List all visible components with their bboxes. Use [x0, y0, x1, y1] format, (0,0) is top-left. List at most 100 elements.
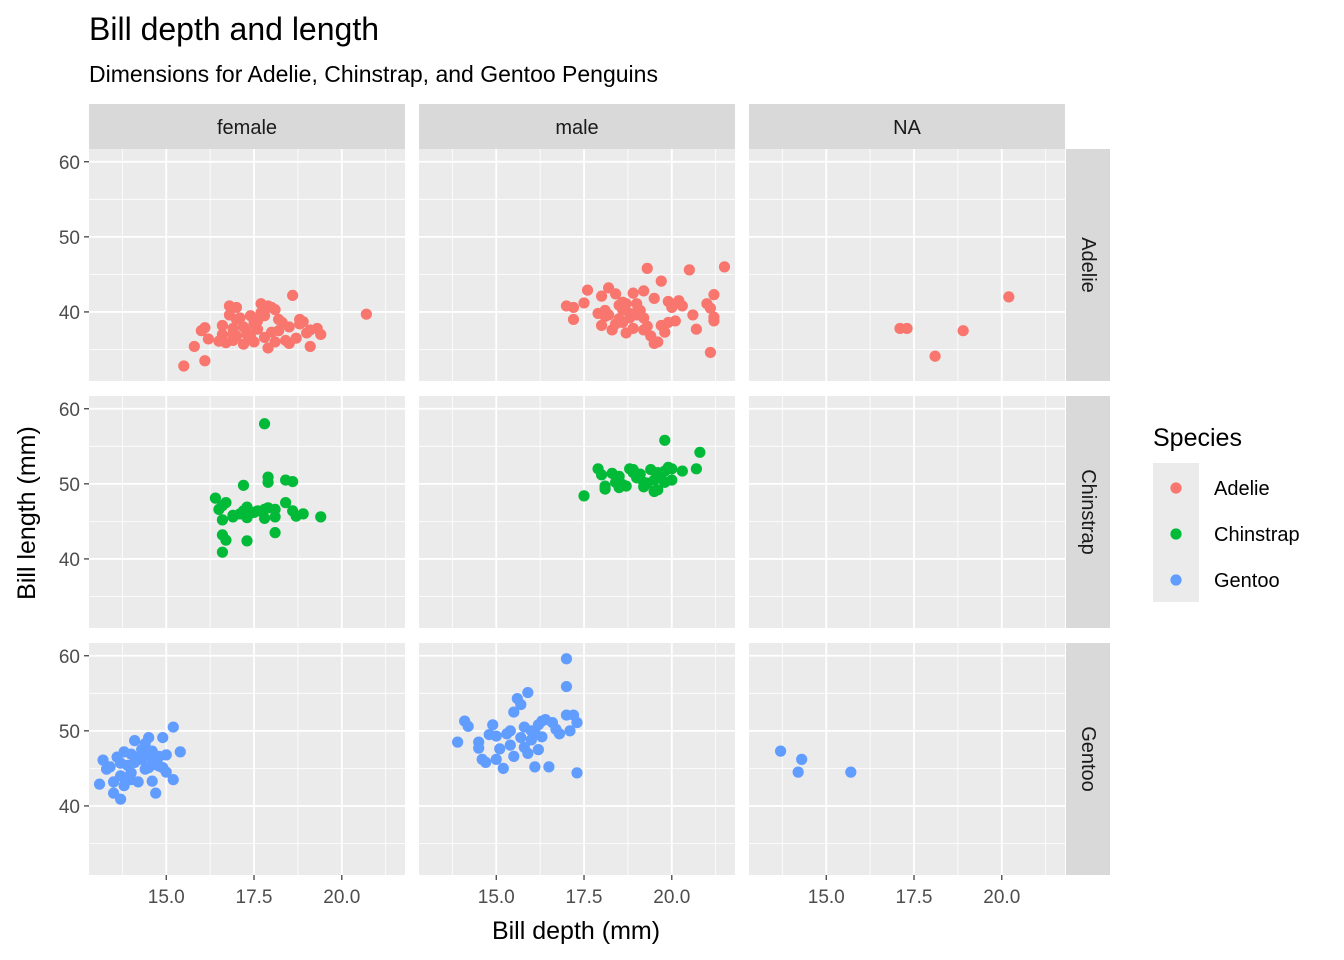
panel-background: [419, 643, 735, 875]
data-point-chinstrap: [666, 474, 678, 486]
data-point-gentoo: [560, 680, 573, 693]
data-point-chinstrap: [627, 463, 639, 476]
panel-na-chinstrap: [749, 396, 1065, 628]
data-point-chinstrap: [280, 497, 292, 509]
data-point-adelie: [304, 340, 316, 353]
data-point-adelie: [188, 340, 200, 353]
data-point-gentoo: [564, 725, 576, 737]
data-point-adelie: [567, 301, 580, 314]
data-point-chinstrap: [262, 476, 274, 488]
data-point-adelie: [901, 322, 913, 335]
data-point-chinstrap: [269, 527, 281, 539]
facet-strip-label: NA: [893, 117, 921, 139]
data-point-gentoo: [129, 735, 141, 747]
data-point-adelie: [202, 333, 214, 345]
legend-title: Species: [1153, 424, 1242, 452]
data-point-gentoo: [143, 732, 155, 744]
data-point-gentoo: [504, 725, 516, 737]
x-tick-label: 20.0: [323, 887, 360, 908]
data-point-adelie: [248, 317, 260, 329]
data-point-adelie: [690, 323, 702, 335]
data-point-adelie: [683, 264, 695, 276]
data-point-gentoo: [174, 746, 186, 758]
data-point-gentoo: [494, 743, 506, 755]
data-point-chinstrap: [659, 434, 671, 446]
legend-key-gentoo: [1170, 574, 1182, 586]
x-tick-label: 17.5: [566, 887, 603, 908]
data-point-adelie: [687, 309, 699, 321]
data-point-adelie: [244, 331, 257, 343]
data-point-gentoo: [167, 721, 179, 733]
data-point-chinstrap: [578, 490, 590, 502]
data-point-chinstrap: [666, 463, 678, 475]
data-point-gentoo: [522, 747, 534, 759]
data-point-gentoo: [167, 774, 179, 786]
data-point-adelie: [360, 308, 372, 320]
data-point-adelie: [708, 315, 720, 327]
data-point-chinstrap: [237, 479, 250, 491]
facet-panels: female male NA Adelie Chinstrap Gentoo 40 50 60 4…: [59, 104, 1110, 908]
x-tick-label: 17.5: [236, 887, 273, 908]
y-tick-label: 60: [59, 647, 80, 668]
data-point-gentoo: [553, 728, 566, 740]
data-point-adelie: [315, 328, 327, 341]
data-point-adelie: [255, 298, 267, 310]
chart-subtitle: Dimensions for Adelie, Chinstrap, and Ge…: [89, 61, 658, 87]
data-point-gentoo: [792, 766, 804, 778]
data-point-gentoo: [97, 754, 109, 766]
data-point-gentoo: [536, 731, 548, 743]
data-point-gentoo: [487, 719, 499, 731]
data-point-adelie: [567, 313, 580, 326]
data-point-adelie: [294, 318, 306, 330]
data-point-adelie: [258, 331, 271, 344]
data-point-adelie: [269, 304, 281, 316]
facet-strip-na: [749, 104, 1065, 149]
panel-background: [749, 396, 1065, 628]
data-point-chinstrap: [269, 511, 281, 523]
data-point-adelie: [613, 299, 625, 311]
data-point-adelie: [287, 289, 299, 302]
facet-strip-label: female: [217, 117, 277, 139]
panel-background: [419, 396, 735, 628]
data-point-gentoo: [845, 766, 857, 778]
x-tick-label: 15.0: [808, 887, 845, 908]
data-point-chinstrap: [638, 476, 650, 488]
data-point-adelie: [662, 295, 674, 308]
data-point-adelie: [718, 261, 731, 273]
data-point-gentoo: [504, 739, 516, 751]
data-point-adelie: [290, 332, 302, 344]
data-point-gentoo: [775, 745, 787, 757]
facet-strip-chinstrap: [1066, 396, 1110, 628]
x-tick-label: 15.0: [478, 887, 515, 908]
data-point-gentoo: [125, 748, 137, 760]
y-tick-label: 40: [59, 797, 80, 818]
x-tick-label: 20.0: [653, 887, 690, 908]
data-point-adelie: [273, 325, 285, 337]
data-point-adelie: [227, 328, 239, 341]
legend-label-gentoo: Gentoo: [1214, 570, 1280, 592]
data-point-adelie: [581, 284, 594, 296]
data-point-gentoo: [560, 653, 573, 665]
data-point-chinstrap: [216, 546, 229, 558]
data-point-gentoo: [115, 793, 127, 805]
x-tick-label: 20.0: [983, 887, 1020, 908]
data-point-chinstrap: [258, 418, 271, 430]
data-point-gentoo: [146, 757, 158, 769]
data-point-gentoo: [515, 698, 527, 711]
panel-male-chinstrap: [419, 396, 735, 628]
data-point-adelie: [230, 313, 243, 326]
data-point-adelie: [304, 324, 316, 336]
x-tick-label: 17.5: [896, 887, 933, 908]
data-point-chinstrap: [241, 535, 253, 547]
legend: Species Adelie Chinstrap Gentoo: [1153, 424, 1300, 602]
facet-strip-female: [89, 104, 405, 149]
panel-male-adelie: [419, 149, 735, 381]
data-point-gentoo: [529, 761, 541, 773]
data-point-adelie: [262, 342, 274, 354]
data-point-adelie: [638, 285, 650, 297]
data-point-gentoo: [522, 686, 534, 699]
data-point-chinstrap: [237, 505, 250, 517]
data-point-adelie: [641, 262, 653, 274]
panel-background: [419, 149, 735, 381]
